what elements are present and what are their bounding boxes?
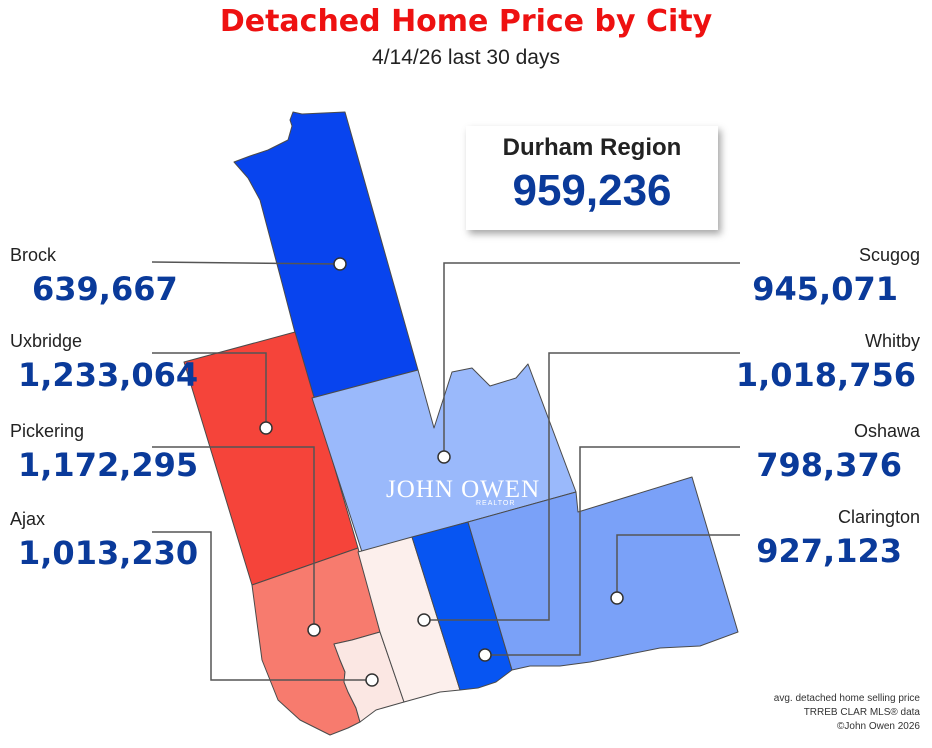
map-subtitle: 4/14/26 last 30 days bbox=[372, 46, 560, 69]
marker-uxbridge[interactable] bbox=[259, 421, 273, 435]
footnote-line-3: ©John Owen 2026 bbox=[837, 721, 920, 732]
marker-whitby[interactable] bbox=[417, 613, 431, 627]
city-value-brock: 639,667 bbox=[32, 270, 178, 308]
city-value-pickering: 1,172,295 bbox=[18, 446, 199, 484]
marker-oshawa[interactable] bbox=[478, 648, 492, 662]
marker-pickering[interactable] bbox=[307, 623, 321, 637]
city-value-clarington: 927,123 bbox=[756, 532, 902, 570]
region-summary-card: Durham Region 959,236 bbox=[466, 126, 718, 230]
watermark-brand: JOHN OWEN bbox=[386, 476, 541, 503]
city-name-scugog: Scugog bbox=[858, 245, 920, 265]
source-footnote: avg. detached home selling price TRREB C… bbox=[774, 692, 920, 734]
leader-clarington bbox=[616, 534, 740, 598]
leader-ajax bbox=[152, 531, 372, 681]
city-value-whitby: 1,018,756 bbox=[735, 356, 916, 394]
city-name-pickering: Pickering bbox=[10, 421, 85, 441]
leader-brock bbox=[151, 261, 341, 265]
marker-brock[interactable] bbox=[333, 257, 347, 271]
leader-scugog bbox=[443, 262, 740, 457]
city-value-oshawa: 798,376 bbox=[756, 446, 902, 484]
region-clarington[interactable] bbox=[467, 476, 739, 671]
leader-whitby bbox=[424, 352, 740, 621]
city-name-clarington: Clarington bbox=[837, 507, 920, 527]
region-name: Durham Region bbox=[502, 134, 682, 161]
map-title: Detached Home Price by City bbox=[219, 4, 713, 39]
watermark-tag: REALTOR bbox=[476, 500, 516, 507]
city-name-whitby: Whitby bbox=[864, 331, 920, 351]
footnote-line-1: avg. detached home selling price bbox=[773, 693, 920, 704]
marker-clarington[interactable] bbox=[610, 591, 624, 605]
region-brock[interactable] bbox=[233, 111, 419, 399]
leader-oshawa bbox=[485, 446, 740, 656]
leader-uxbridge bbox=[152, 352, 267, 428]
city-value-ajax: 1,013,230 bbox=[18, 534, 199, 572]
marker-ajax[interactable] bbox=[365, 673, 379, 687]
city-value-scugog: 945,071 bbox=[752, 270, 898, 308]
city-name-uxbridge: Uxbridge bbox=[10, 331, 83, 351]
city-name-ajax: Ajax bbox=[10, 509, 46, 529]
city-name-oshawa: Oshawa bbox=[853, 421, 920, 441]
city-name-brock: Brock bbox=[10, 245, 57, 265]
leader-pickering bbox=[152, 446, 315, 630]
footnote-line-2: TRREB CLAR MLS® data bbox=[803, 707, 920, 718]
region-value: 959,236 bbox=[512, 166, 672, 215]
city-value-uxbridge: 1,233,064 bbox=[18, 356, 199, 394]
marker-scugog[interactable] bbox=[437, 450, 451, 464]
